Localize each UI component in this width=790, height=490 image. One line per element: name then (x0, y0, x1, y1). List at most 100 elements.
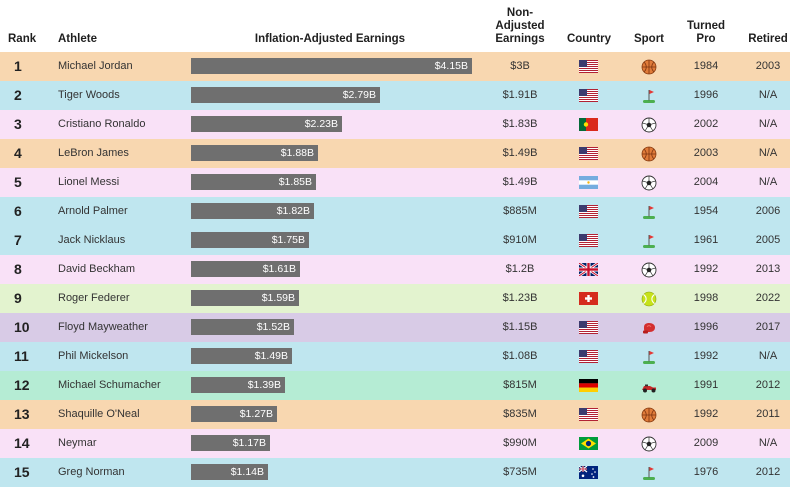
flag-us-icon (579, 89, 598, 102)
turned-pro-year: 1961 (693, 234, 719, 246)
turned-pro-year: 1992 (693, 263, 719, 275)
flag-de-icon (579, 379, 598, 392)
non-adjusted-earnings: $1.08B (502, 350, 538, 362)
athlete-name: Phil Mickelson (58, 350, 129, 362)
earnings-bar-label: $1.88B (280, 147, 314, 159)
golf-icon (643, 206, 655, 219)
retired-year: 2006 (755, 205, 781, 217)
earnings-bar: $1.82B (191, 203, 314, 219)
non-adjusted-earnings: $885M (503, 205, 537, 217)
athlete-name: David Beckham (58, 263, 136, 275)
earnings-bar: $1.14B (191, 464, 268, 480)
rank-number: 12 (14, 377, 30, 393)
header-turned-pro: Turned Pro (686, 20, 726, 45)
earnings-bar-label: $1.52B (256, 321, 290, 333)
athlete-name: Floyd Mayweather (58, 321, 148, 333)
table-row: 1 Michael Jordan $4.15B $3B 1984 2003 (0, 52, 790, 81)
athlete-name: Lionel Messi (58, 176, 120, 188)
soccer-ball-icon (641, 175, 657, 191)
retired-year: 2013 (755, 263, 781, 275)
earnings-bar-label: $1.27B (239, 408, 273, 420)
turned-pro-year: 1998 (693, 292, 719, 304)
header-rank: Rank (8, 33, 37, 45)
table-row: 14 Neymar $1.17B $990M 2009 N/A (0, 429, 790, 458)
earnings-bar-label: $1.75B (271, 234, 305, 246)
table-row: 7 Jack Nicklaus $1.75B $910M 1961 2005 (0, 226, 790, 255)
retired-year: 2011 (756, 408, 780, 420)
basketball-icon (641, 146, 657, 162)
earnings-bar: $1.85B (191, 174, 316, 190)
rank-number: 6 (14, 203, 22, 219)
soccer-ball-icon (641, 117, 657, 133)
turned-pro-year: 1984 (693, 60, 719, 72)
non-adjusted-earnings: $3B (510, 60, 530, 72)
earnings-bar-label: $1.61B (262, 263, 296, 275)
athlete-name: Greg Norman (58, 466, 125, 478)
table-row: 15 Greg Norman $1.14B $735M 1976 2012 (0, 458, 790, 487)
flag-us-icon (579, 234, 598, 247)
non-adjusted-earnings: $735M (503, 466, 537, 478)
earnings-bar-label: $4.15B (434, 60, 468, 72)
earnings-bar: $1.59B (191, 290, 299, 306)
earnings-bar-label: $1.14B (230, 466, 264, 478)
flag-pt-icon (579, 118, 598, 131)
athlete-name: Jack Nicklaus (58, 234, 126, 246)
retired-year: N/A (758, 176, 778, 188)
retired-year: N/A (758, 147, 778, 159)
table-row: 2 Tiger Woods $2.79B $1.91B 1996 N/A (0, 81, 790, 110)
rank-number: 9 (14, 290, 22, 306)
earnings-bar: $4.15B (191, 58, 472, 74)
earnings-bar: $1.17B (191, 435, 270, 451)
turned-pro-year: 1991 (693, 379, 719, 391)
flag-us-icon (579, 60, 598, 73)
retired-year: N/A (758, 118, 778, 130)
earnings-bar-label: $1.39B (247, 379, 281, 391)
retired-year: 2017 (755, 321, 781, 333)
retired-year: 2003 (755, 60, 781, 72)
turned-pro-year: 2009 (693, 437, 719, 449)
table-row: 6 Arnold Palmer $1.82B $885M 1954 2006 (0, 197, 790, 226)
athlete-name: Tiger Woods (58, 89, 120, 101)
table-row: 3 Cristiano Ronaldo $2.23B $1.83B 2002 N/A (0, 110, 790, 139)
basketball-icon (641, 407, 657, 423)
retired-year: N/A (758, 437, 778, 449)
table-row: 13 Shaquille O'Neal $1.27B $835M 1992 2011 (0, 400, 790, 429)
table-row: 8 David Beckham $1.61B $1.2B 1992 2013 (0, 255, 790, 284)
rank-number: 7 (14, 232, 22, 248)
earnings-bar: $1.88B (191, 145, 318, 161)
non-adjusted-earnings: $990M (503, 437, 537, 449)
flag-us-icon (579, 350, 598, 363)
earnings-bar-label: $1.82B (276, 205, 310, 217)
rank-number: 5 (14, 174, 22, 190)
table-row: 10 Floyd Mayweather $1.52B $1.15B 1996 2017 (0, 313, 790, 342)
retired-year: 2005 (755, 234, 781, 246)
golf-icon (643, 235, 655, 248)
rank-number: 15 (14, 464, 30, 480)
golf-icon (643, 90, 655, 103)
non-adjusted-earnings: $1.49B (502, 147, 538, 159)
rank-number: 1 (14, 58, 22, 74)
flag-ar-icon (579, 176, 598, 189)
earnings-bar: $1.61B (191, 261, 300, 277)
table-header: Rank Athlete Inflation-Adjusted Earnings… (0, 0, 790, 52)
earnings-bar: $1.75B (191, 232, 309, 248)
rank-number: 2 (14, 87, 22, 103)
rank-number: 11 (14, 348, 29, 364)
soccer-ball-icon (641, 262, 657, 278)
athlete-name: Michael Schumacher (58, 379, 161, 391)
earnings-bar-label: $2.23B (304, 118, 338, 130)
athlete-name: Michael Jordan (58, 60, 133, 72)
athlete-name: LeBron James (58, 147, 129, 159)
non-adjusted-earnings: $1.15B (502, 321, 538, 333)
earnings-bar-label: $1.17B (232, 437, 266, 449)
rank-number: 8 (14, 261, 22, 277)
flag-br-icon (579, 437, 598, 450)
turned-pro-year: 1996 (693, 89, 719, 101)
retired-year: 2012 (755, 466, 781, 478)
earnings-bar-label: $1.49B (254, 350, 288, 362)
turned-pro-year: 1976 (693, 466, 719, 478)
header-inflation-adjusted: Inflation-Adjusted Earnings (254, 33, 406, 45)
rank-number: 10 (14, 319, 30, 335)
header-retired: Retired (748, 33, 788, 45)
turned-pro-year: 1954 (693, 205, 719, 217)
